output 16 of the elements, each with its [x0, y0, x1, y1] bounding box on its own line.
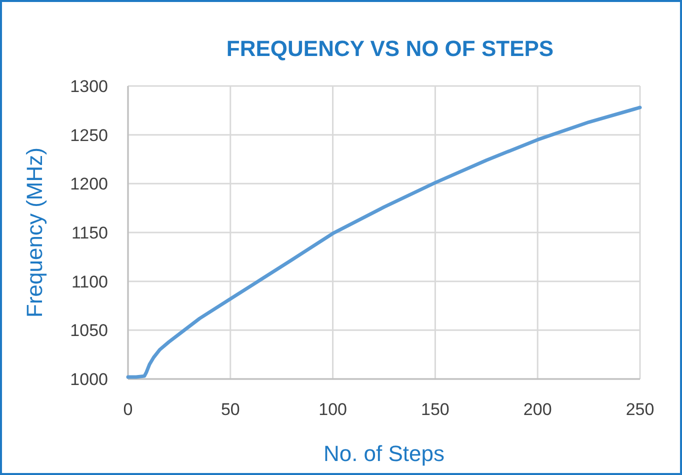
- y-tick-label: 1100: [71, 272, 108, 292]
- x-tick-label: 50: [220, 400, 240, 419]
- y-tick-label: 1300: [70, 77, 108, 96]
- x-tick-label: 250: [626, 400, 654, 419]
- x-tick-label: 100: [318, 400, 347, 419]
- y-axis-title: Frequency (MHz): [22, 148, 47, 318]
- y-tick-label: 1050: [70, 321, 108, 340]
- y-tick-label: 1250: [70, 126, 108, 145]
- chart-title: FREQUENCY VS NO OF STEPS: [226, 36, 554, 61]
- x-tick-label: 150: [421, 400, 450, 419]
- x-tick-label: 0: [123, 400, 133, 419]
- y-tick-label: 1000: [70, 370, 108, 389]
- x-tick-label: 200: [523, 400, 552, 419]
- y-tick-label: 1150: [71, 224, 108, 242]
- x-axis-title: No. of Steps: [323, 441, 445, 466]
- y-tick-label: 1200: [70, 174, 108, 194]
